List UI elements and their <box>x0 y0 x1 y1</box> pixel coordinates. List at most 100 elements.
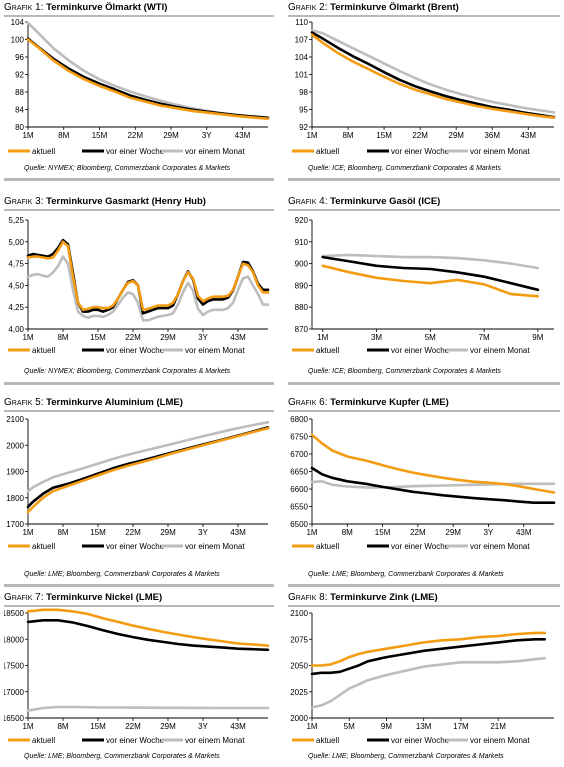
chart-title: Grafik 2: Terminkurve Ölmarkt (Brent) <box>288 2 560 17</box>
chart-panel-2: Grafik 2: Terminkurve Ölmarkt (Brent) 92 9… <box>288 2 560 181</box>
chart-svg: 4,00 4,25 4,50 4,75 5,00 5,25 1M 8M 15M 22M 29M 3Y 4… <box>8 216 270 355</box>
legend-label-1: aktuell <box>32 346 55 355</box>
y-tick-label: 1900 <box>6 468 24 477</box>
x-tick-label: 1M <box>306 722 317 731</box>
series-line-3 <box>321 253 540 270</box>
legend-label-3: vor einem Monat <box>185 542 245 551</box>
panel-divider <box>288 584 560 587</box>
series-line-2 <box>26 238 270 315</box>
x-tick-label: 22M <box>410 528 426 537</box>
series-line-2 <box>310 637 547 676</box>
series-line-3 <box>26 255 270 322</box>
x-tick-label: 8M <box>342 131 353 140</box>
y-tick-label: 910 <box>295 238 309 247</box>
x-tick-label: 15M <box>92 131 108 140</box>
y-tick-label: 18000 <box>4 635 25 644</box>
y-tick-label: 92 <box>299 123 308 132</box>
y-tick-label: 104 <box>11 18 25 27</box>
y-tick-label: 6600 <box>290 485 308 494</box>
chart-title-text: Terminkurve Gasöl (ICE) <box>327 196 441 207</box>
chart-title-prefix: Grafik 3: <box>4 196 44 207</box>
y-tick-label: 88 <box>15 88 24 97</box>
chart-source: Quelle: LME; Bloomberg, Commerzbank Corp… <box>308 753 504 760</box>
y-tick-label: 1800 <box>6 494 24 503</box>
legend-label-1: aktuell <box>316 147 339 156</box>
chart-title: Grafik 5: Terminkurve Aluminium (LME) <box>4 397 274 412</box>
series-line-1 <box>310 631 547 667</box>
x-tick-label: 29M <box>160 333 176 342</box>
legend-label-1: aktuell <box>316 346 339 355</box>
x-tick-label: 29M <box>445 528 461 537</box>
legend-label-2: vor einer Woche <box>391 147 450 156</box>
chart-title: Grafik 4: Terminkurve Gasöl (ICE) <box>288 196 560 211</box>
x-tick-label: 8M <box>58 131 69 140</box>
y-tick-label: 101 <box>295 71 309 80</box>
x-tick-label: 29M <box>163 131 179 140</box>
y-tick-label: 4,75 <box>8 260 24 269</box>
chart-panel-8: Grafik 8: Terminkurve Zink (LME) 2000 2025… <box>288 592 560 767</box>
series-line-3 <box>26 21 270 120</box>
x-tick-label: 1M <box>306 131 317 140</box>
panel-divider <box>288 382 560 385</box>
series-line-2 <box>26 618 270 652</box>
series-line-3 <box>310 28 556 114</box>
chart-panel-1: Grafik 1: Terminkurve Ölmarkt (WTI) 80 84 8… <box>4 2 274 181</box>
chart-title-text: Terminkurve Gasmarkt (Henry Hub) <box>43 196 206 207</box>
y-tick-label: 4,00 <box>8 325 24 334</box>
y-tick-label: 100 <box>11 36 25 45</box>
series-line-2 <box>321 255 540 292</box>
x-tick-label: 8M <box>57 528 68 537</box>
legend-label-2: vor einer Woche <box>391 542 450 551</box>
chart-title-prefix: Grafik 8: <box>288 592 328 603</box>
legend-label-3: vor einem Monat <box>470 147 530 156</box>
y-tick-label: 104 <box>295 53 309 62</box>
chart-title-text: Terminkurve Zink (LME) <box>327 592 438 603</box>
y-tick-label: 17000 <box>4 688 25 697</box>
chart-title-prefix: Grafik 5: <box>4 397 44 408</box>
y-tick-label: 4,25 <box>8 303 24 312</box>
x-tick-label: 5M <box>344 722 355 731</box>
chart-source: Quelle: LME; Bloomberg, Commerzbank Corp… <box>24 571 220 578</box>
chart-title-text: Terminkurve Aluminium (LME) <box>43 397 183 408</box>
chart-svg: 6500 6550 6600 6650 6700 6750 6800 1M 8M 15M 22M 29… <box>290 415 556 551</box>
legend-label-2: vor einer Woche <box>106 147 165 156</box>
x-tick-label: 1M <box>22 333 33 342</box>
chart-title-text: Terminkurve Nickel (LME) <box>43 592 163 603</box>
series-line-1 <box>310 33 556 119</box>
y-tick-label: 2100 <box>6 415 24 424</box>
x-tick-label: 8M <box>57 722 68 731</box>
x-tick-label: 17M <box>453 722 469 731</box>
chart-svg: 870 880 890 900 910 920 1M 3M 5M 7M 9M aktuell vor e… <box>292 216 554 355</box>
series-line-1 <box>26 240 270 312</box>
legend-label-1: aktuell <box>316 736 339 745</box>
x-tick-label: 43M <box>230 528 246 537</box>
x-tick-label: 1M <box>22 528 33 537</box>
chart-svg: 80 84 88 92 96 100 104 1M 8M 15M 22M 29M 3Y 43M aktuel… <box>8 18 270 156</box>
x-tick-label: 22M <box>412 131 428 140</box>
x-tick-label: 7M <box>479 333 490 342</box>
panel-divider <box>288 178 560 181</box>
x-tick-label: 43M <box>235 131 251 140</box>
x-tick-label: 15M <box>90 722 106 731</box>
y-tick-label: 16500 <box>4 714 25 723</box>
legend-label-1: aktuell <box>32 542 55 551</box>
x-tick-label: 22M <box>125 528 141 537</box>
chart-panel-3: Grafik 3: Terminkurve Gasmarkt (Henry Hu… <box>4 196 274 385</box>
x-tick-label: 15M <box>90 528 106 537</box>
series-line-1 <box>26 608 270 647</box>
y-tick-label: 6700 <box>290 450 308 459</box>
series-line-2 <box>310 466 556 504</box>
legend-label-2: vor einer Woche <box>106 542 165 551</box>
y-tick-label: 870 <box>295 325 309 334</box>
y-tick-label: 900 <box>295 260 309 269</box>
x-tick-label: 5M <box>425 333 436 342</box>
y-tick-label: 18500 <box>4 609 25 618</box>
legend-label-2: vor einer Woche <box>106 736 165 745</box>
legend-label-2: vor einer Woche <box>391 346 450 355</box>
chart-title-text: Terminkurve Ölmarkt (WTI) <box>43 2 168 13</box>
x-tick-label: 8M <box>57 333 68 342</box>
series-line-1 <box>321 264 540 298</box>
x-tick-label: 3Y <box>198 333 208 342</box>
chart-panel-5: Grafik 5: Terminkurve Aluminium (LME) 170… <box>4 397 274 587</box>
chart-title: Grafik 8: Terminkurve Zink (LME) <box>288 592 560 607</box>
